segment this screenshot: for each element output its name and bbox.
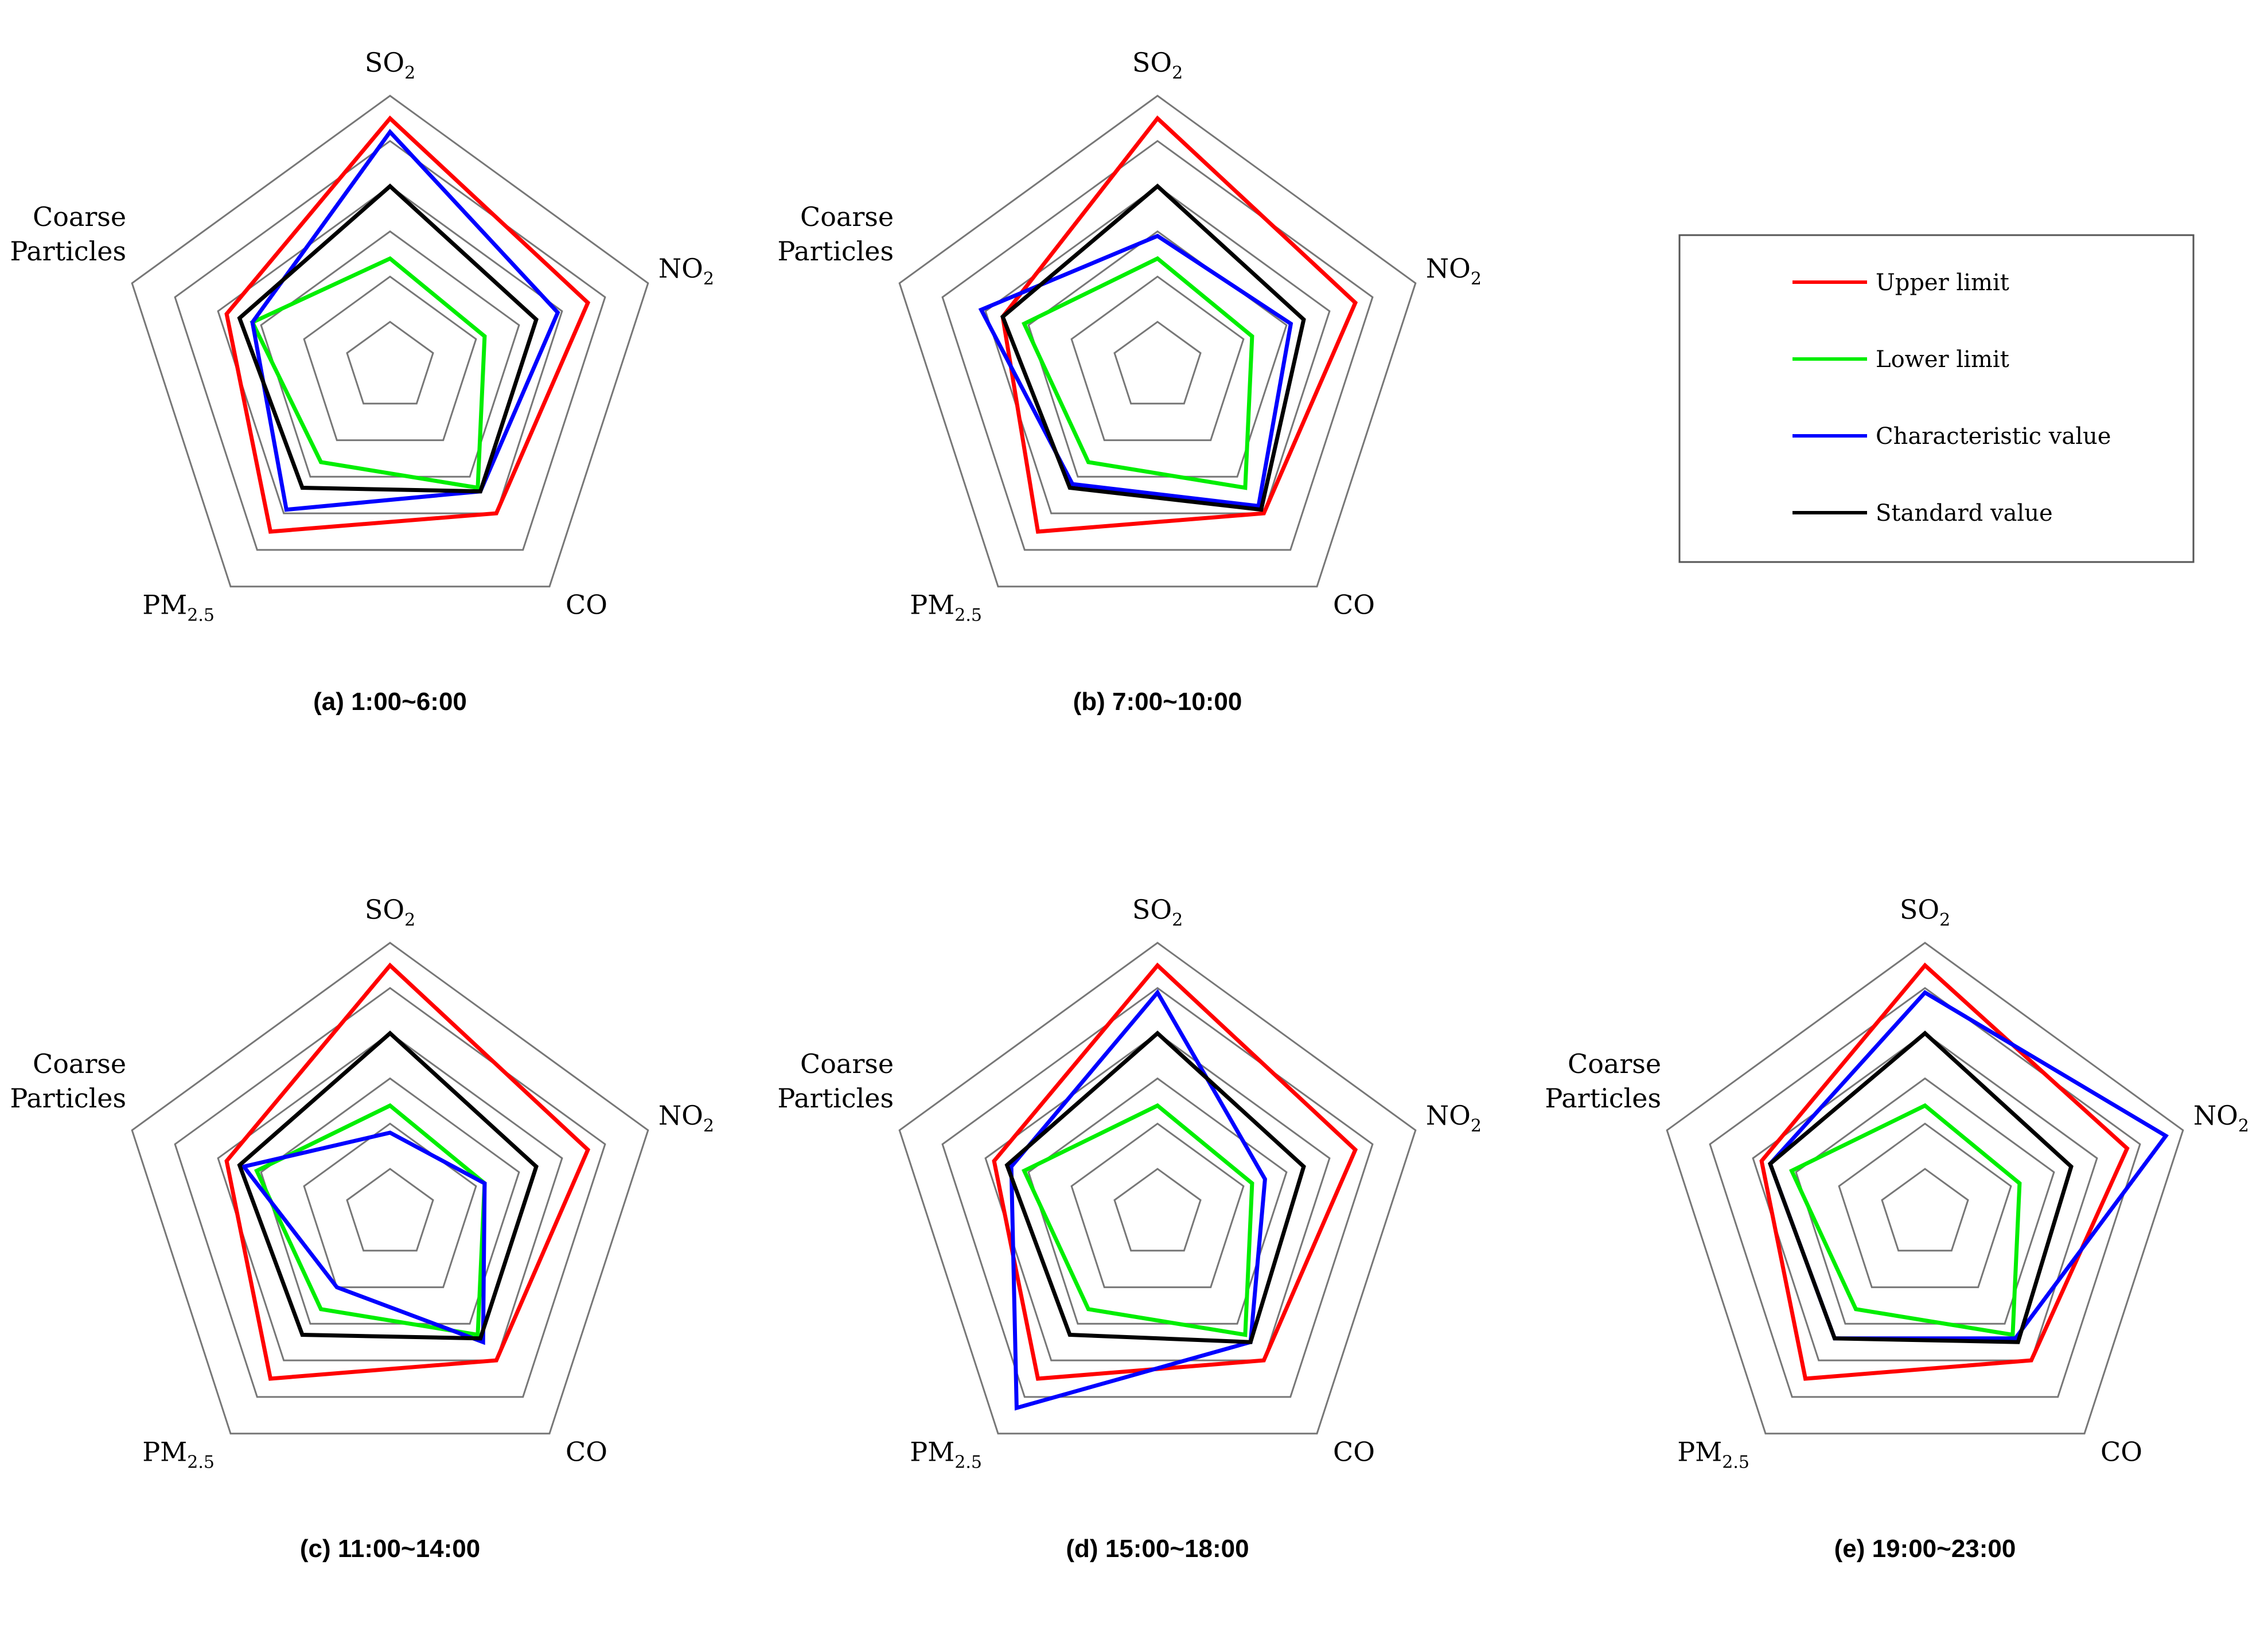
axis-label-coarse-line1: Coarse: [1568, 1048, 1661, 1079]
grid-ring-6: [1666, 942, 2184, 1435]
grid-ring-1: [1113, 321, 1202, 405]
series-upper-limit: [224, 115, 591, 534]
grid-ring-2: [1070, 275, 1245, 442]
grid-ring-2: [1070, 1122, 1245, 1289]
panel-title: (e) 19:00~23:00: [1834, 1535, 2016, 1563]
axis-label-pm25: PM2.5: [910, 1437, 982, 1473]
grid-ring-2: [303, 275, 477, 442]
axis-label-coarse-line2: Particles: [777, 236, 894, 267]
series-lower-limit: [1021, 256, 1254, 490]
grid-ring-4: [984, 185, 1331, 514]
series-lower-limit: [1021, 1103, 1254, 1337]
series-standard-value: [1000, 184, 1306, 512]
grid-ring-5: [941, 139, 1374, 551]
axis-label-pm25: PM2.5: [1677, 1437, 1749, 1473]
panel-title: (a) 1:00~6:00: [313, 688, 467, 716]
axis-label-so2: SO2: [365, 47, 415, 83]
series-characteristic-value: [978, 233, 1293, 509]
axis-label-coarse-line1: Coarse: [33, 1048, 126, 1079]
panel-title: (c) 11:00~14:00: [300, 1535, 480, 1563]
legend-box: [1678, 234, 2195, 563]
series-standard-value: [1767, 1031, 2074, 1344]
axis-label-coarse-line2: Particles: [10, 236, 126, 267]
grid-ring-1: [1113, 1168, 1202, 1252]
series-upper-limit: [1759, 962, 2130, 1381]
legend-label-lower-limit: Lower limit: [1876, 346, 2009, 373]
grid-ring-1: [346, 321, 434, 405]
axis-label-so2: SO2: [1132, 894, 1183, 930]
legend-label-upper-limit: Upper limit: [1876, 270, 2009, 296]
series-standard-value: [237, 184, 539, 494]
grid-ring-6: [898, 95, 1417, 588]
axis-label-co: CO: [1333, 590, 1375, 621]
series-lower-limit: [250, 256, 487, 490]
series-upper-limit: [1000, 115, 1358, 534]
grid-ring-6: [898, 942, 1417, 1435]
grid-ring-5: [174, 986, 606, 1398]
axis-label-co: CO: [1333, 1437, 1375, 1468]
grid-ring-5: [174, 139, 606, 551]
grid-ring-5: [1709, 986, 2141, 1398]
grid-ring-6: [131, 95, 649, 588]
series-lower-limit: [1788, 1103, 2022, 1337]
grid-ring-2: [303, 1122, 477, 1289]
panel-title: (d) 15:00~18:00: [1066, 1535, 1249, 1563]
series-upper-limit: [224, 962, 591, 1381]
axis-label-coarse-line1: Coarse: [33, 201, 126, 232]
axis-label-coarse-line1: Coarse: [800, 1048, 894, 1079]
axis-label-coarse-line1: Coarse: [800, 201, 894, 232]
series-characteristic-value: [250, 128, 560, 512]
axis-label-coarse-line2: Particles: [10, 1083, 126, 1114]
axis-label-coarse-line2: Particles: [777, 1083, 894, 1114]
axis-label-co: CO: [566, 1437, 607, 1468]
series-standard-value: [237, 1031, 539, 1341]
grid-ring-1: [346, 1168, 434, 1252]
axis-label-co: CO: [566, 590, 607, 621]
grid-ring-5: [941, 986, 1374, 1398]
series-characteristic-value: [240, 1130, 487, 1345]
axis-label-coarse-line2: Particles: [1545, 1083, 1661, 1114]
legend-label-standard-value: Standard value: [1876, 500, 2053, 526]
axis-label-co: CO: [2101, 1437, 2142, 1468]
grid-ring-1: [1881, 1168, 1969, 1252]
legend-label-characteristic-value: Characteristic value: [1876, 423, 2111, 450]
panel-title: (b) 7:00~10:00: [1073, 688, 1242, 716]
series-standard-value: [1004, 1031, 1306, 1344]
legend: Upper limit Lower limit Characteristic v…: [1678, 234, 2195, 563]
grid-ring-2: [1838, 1122, 2012, 1289]
grid-ring-6: [131, 942, 649, 1435]
